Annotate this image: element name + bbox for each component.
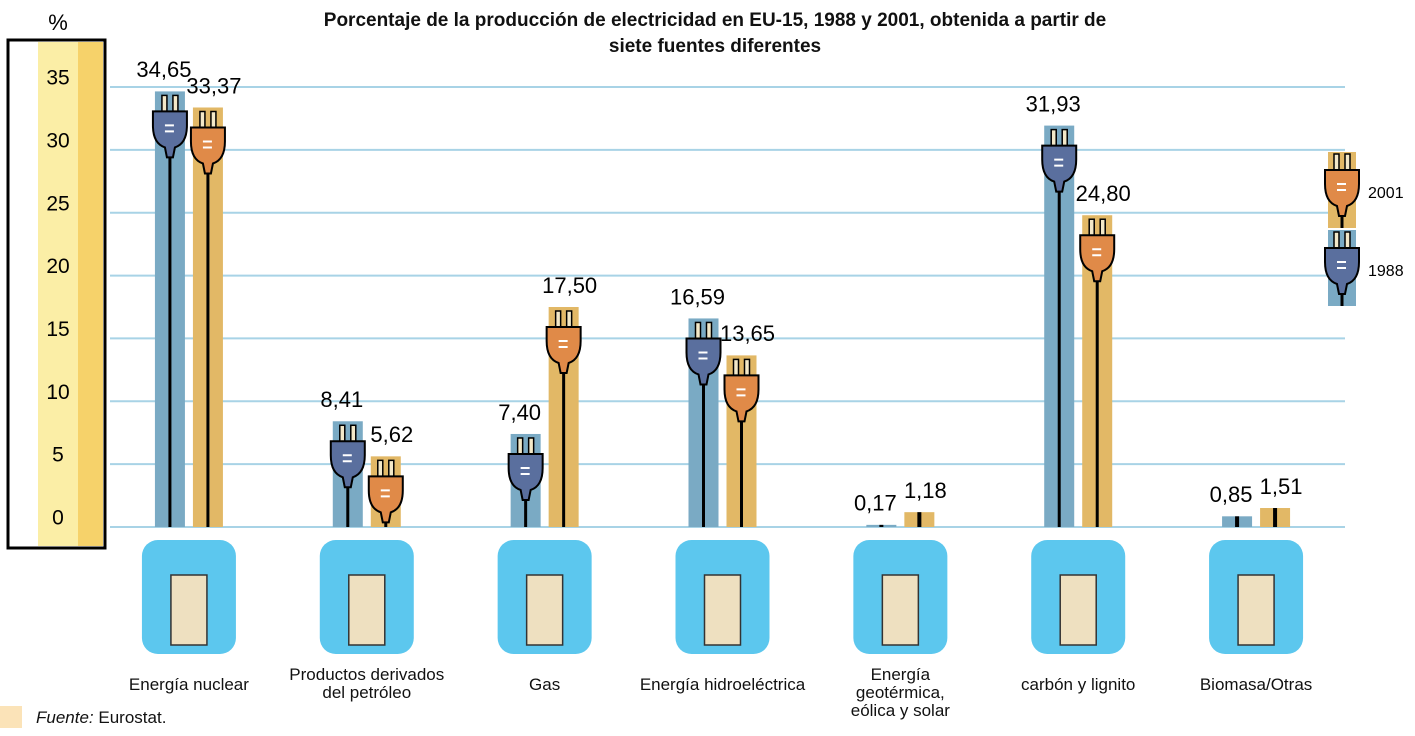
plug-mark	[1337, 261, 1346, 269]
value-label: 13,65	[720, 321, 775, 346]
plug	[1079, 218, 1116, 283]
value-label: 8,41	[320, 387, 363, 412]
plug-mark	[1092, 248, 1102, 257]
value-label: 33,37	[186, 73, 241, 98]
plug	[329, 424, 366, 489]
x-tick-label: Energía nuclear	[128, 675, 249, 694]
legend-plug	[1324, 153, 1360, 217]
value-label: 5,62	[370, 422, 413, 447]
plug	[151, 94, 188, 159]
plug-head	[189, 126, 226, 175]
y-axis-label: %	[48, 10, 68, 35]
source-label: Fuente:	[36, 708, 94, 727]
plug-head	[545, 326, 582, 374]
value-label: 34,65	[136, 57, 191, 82]
y-tick-label: 5	[52, 444, 64, 467]
plug-head	[507, 452, 544, 501]
x-tick-label: Productos derivados del petróleo	[289, 665, 445, 702]
y-tick-label: 10	[46, 381, 69, 404]
plug-head	[1324, 247, 1360, 295]
plug-head	[723, 374, 760, 423]
legend-label: 1988	[1368, 263, 1404, 280]
value-label: 31,93	[1026, 91, 1081, 116]
y-tick-label: 25	[46, 192, 69, 215]
value-label: 0,85	[1210, 482, 1253, 507]
y-tick-label: 0	[52, 507, 64, 530]
plug-head	[329, 440, 366, 489]
plug	[545, 310, 582, 374]
plug-mark	[520, 466, 530, 475]
value-label: 0,17	[854, 491, 897, 516]
plug-mark	[1054, 158, 1064, 167]
y-tick-label: 35	[46, 67, 69, 90]
value-label: 7,40	[498, 400, 541, 425]
x-tick-label: Biomasa/Otras	[1199, 675, 1313, 694]
plug-head	[685, 337, 722, 386]
icon-figure	[703, 574, 742, 646]
value-label: 24,80	[1076, 181, 1131, 206]
axis-stripe	[38, 42, 78, 546]
value-label: 1,51	[1260, 474, 1303, 499]
plug-mark	[164, 124, 174, 133]
x-tick-label: Energía geotérmica, eólica y solar	[850, 665, 950, 720]
icon-figure	[1237, 574, 1275, 646]
plug	[723, 358, 760, 423]
y-tick-label: 30	[46, 129, 69, 152]
x-tick-label: Energía hidroeléctrica	[639, 675, 806, 694]
plug-head	[367, 475, 404, 524]
icon-figure	[525, 574, 564, 646]
plug-head	[151, 110, 188, 159]
plug-head	[1324, 169, 1360, 217]
icon-figure	[1059, 574, 1097, 646]
plug	[367, 459, 404, 524]
icon-figure	[170, 574, 208, 646]
source-text: Eurostat.	[98, 708, 167, 727]
icon-figure	[348, 574, 386, 646]
source: Fuente: Eurostat.	[36, 708, 166, 728]
value-label: 16,59	[670, 284, 725, 309]
plug	[507, 437, 544, 501]
axis-stripe	[78, 42, 103, 546]
plug-mark	[558, 340, 568, 348]
source-marker	[0, 706, 22, 728]
icon-figure	[881, 574, 920, 646]
plug-mark	[736, 388, 746, 397]
chart-title: Porcentaje de la producción de electrici…	[323, 10, 1107, 57]
y-tick-label: 20	[46, 255, 69, 278]
legend-plug	[1324, 231, 1360, 295]
plug-head	[1079, 234, 1116, 283]
plug-mark	[1337, 183, 1346, 191]
value-label: 17,50	[542, 273, 597, 298]
y-tick-label: 15	[46, 318, 69, 341]
plug-head	[1041, 144, 1078, 193]
value-label: 1,18	[904, 478, 947, 503]
plug-mark	[202, 140, 212, 149]
x-tick-label: carbón y lignito	[1021, 675, 1136, 694]
plug	[1041, 128, 1078, 193]
x-tick-label: Gas	[529, 675, 561, 694]
plug-mark	[380, 489, 390, 498]
legend-label: 2001	[1368, 185, 1404, 202]
plug	[685, 321, 722, 386]
plug-mark	[698, 351, 708, 360]
plug-mark	[342, 454, 352, 463]
plug	[189, 110, 226, 175]
